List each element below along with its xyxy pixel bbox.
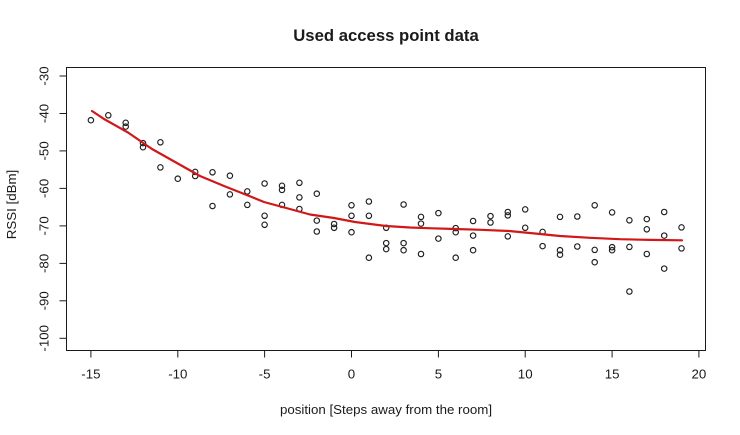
svg-text:RSSI [dBm]: RSSI [dBm] — [4, 170, 19, 239]
svg-text:5: 5 — [435, 367, 442, 382]
svg-text:-100: -100 — [37, 325, 52, 352]
svg-text:15: 15 — [605, 367, 620, 382]
svg-text:10: 10 — [518, 367, 533, 382]
svg-text:-10: -10 — [168, 367, 187, 382]
svg-text:-90: -90 — [37, 291, 52, 310]
svg-text:-5: -5 — [259, 367, 271, 382]
svg-text:0: 0 — [348, 367, 355, 382]
svg-text:20: 20 — [692, 367, 707, 382]
svg-text:-15: -15 — [81, 367, 100, 382]
svg-text:-80: -80 — [37, 254, 52, 273]
svg-text:-60: -60 — [37, 179, 52, 198]
svg-text:position [Steps away from the: position [Steps away from the room] — [280, 402, 492, 417]
svg-text:-70: -70 — [37, 216, 52, 235]
svg-text:Used access point data: Used access point data — [293, 26, 479, 45]
svg-text:-40: -40 — [37, 104, 52, 123]
svg-text:-50: -50 — [37, 141, 52, 160]
svg-text:-30: -30 — [37, 66, 52, 85]
